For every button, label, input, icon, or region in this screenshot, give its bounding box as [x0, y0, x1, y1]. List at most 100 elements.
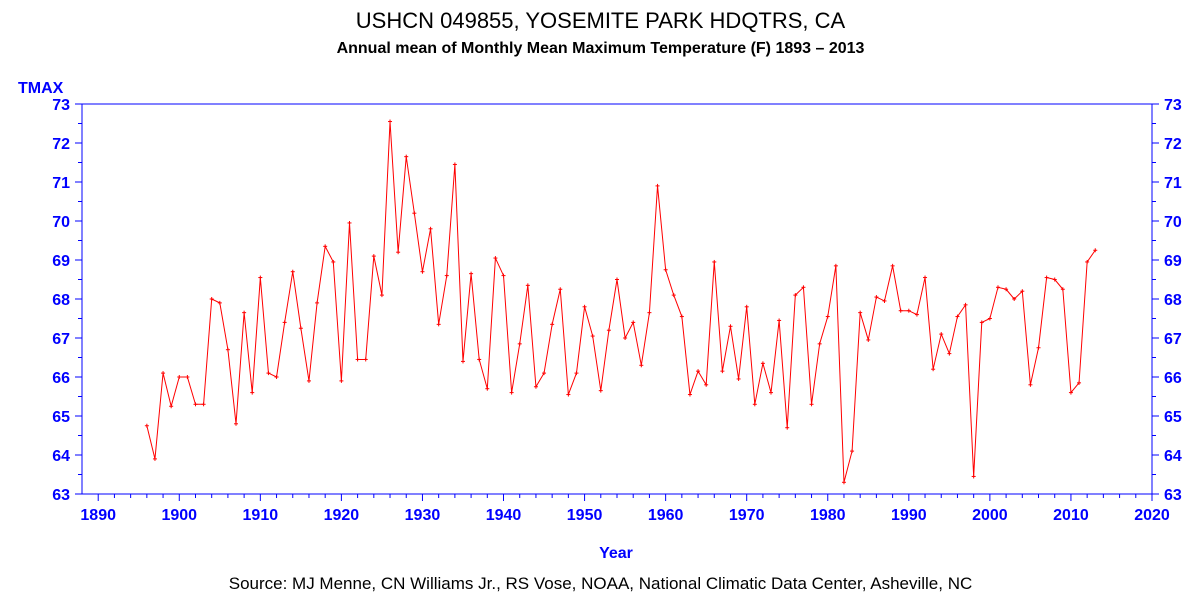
- data-point: [890, 263, 895, 268]
- data-point: [436, 322, 441, 327]
- data-point: [542, 371, 547, 376]
- y-tick-label-left: 64: [52, 448, 70, 465]
- y-tick-label-right: 70: [1164, 214, 1182, 231]
- data-point: [298, 326, 303, 331]
- data-point: [152, 456, 157, 461]
- data-point: [234, 421, 239, 426]
- data-point: [363, 357, 368, 362]
- y-axis-label: TMAX: [18, 80, 64, 97]
- y-tick-label-left: 65: [52, 409, 70, 426]
- data-point: [882, 298, 887, 303]
- data-point: [1044, 275, 1049, 280]
- data-point: [323, 244, 328, 249]
- y-tick-label-right: 72: [1164, 136, 1182, 153]
- data-point: [615, 277, 619, 282]
- data-point: [306, 378, 311, 383]
- data-point: [1012, 297, 1017, 301]
- data-point: [923, 275, 928, 280]
- x-axis: 1890 1900 1910 1920 1930 1940 1950 1960 1970 1980…: [80, 494, 1170, 524]
- data-point: [582, 304, 587, 309]
- data-point: [485, 386, 490, 391]
- data-point: [769, 390, 774, 395]
- data-point: [501, 273, 506, 278]
- data-point: [217, 300, 222, 305]
- series-line: [146, 121, 1096, 483]
- y-tick-label-left: 72: [52, 136, 70, 153]
- data-point: [1077, 380, 1082, 385]
- y-tick-label-left: 66: [52, 370, 70, 387]
- data-point: [469, 271, 474, 276]
- y-axis-left: 63 64 65 66 67 68 69 70 71 72 73: [52, 97, 82, 504]
- data-point: [225, 347, 230, 352]
- data-point: [1020, 289, 1025, 294]
- y-tick-label-right: 64: [1164, 448, 1182, 465]
- data-point: [1004, 287, 1009, 292]
- data-point: [1093, 248, 1098, 253]
- data-point: [671, 293, 676, 298]
- x-tick-label: 1920: [324, 507, 360, 524]
- data-point: [663, 267, 668, 272]
- data-point: [866, 337, 871, 342]
- y-tick-label-left: 73: [52, 97, 70, 114]
- data-point: [169, 404, 174, 409]
- data-point: [858, 310, 863, 315]
- data-point: [712, 259, 717, 264]
- data-point: [906, 308, 911, 313]
- data-point: [785, 425, 790, 430]
- data-point: [282, 320, 287, 325]
- y-tick-label-right: 65: [1164, 409, 1182, 426]
- data-point: [947, 351, 952, 356]
- data-point: [939, 332, 944, 337]
- data-point: [728, 324, 733, 329]
- y-tick-label-left: 68: [52, 292, 70, 309]
- data-point: [550, 322, 555, 327]
- y-tick-label-right: 71: [1164, 175, 1182, 192]
- data-point: [744, 304, 749, 309]
- data-point: [801, 285, 806, 290]
- data-point: [517, 341, 522, 346]
- data-point: [1060, 287, 1065, 292]
- x-axis-label: Year: [599, 545, 633, 562]
- y-tick-label-right: 73: [1164, 97, 1182, 114]
- data-point: [995, 285, 1000, 290]
- data-point: [290, 269, 295, 274]
- data-point: [704, 382, 709, 387]
- data-point: [850, 449, 855, 454]
- x-tick-label: 1960: [648, 507, 684, 524]
- x-tick-label: 1910: [243, 507, 279, 524]
- data-point: [177, 375, 182, 379]
- x-tick-label: 1900: [161, 507, 197, 524]
- data-point: [606, 328, 611, 333]
- data-point: [898, 308, 903, 313]
- x-tick-label: 1980: [810, 507, 846, 524]
- data-point: [412, 211, 417, 216]
- data-point: [493, 256, 498, 261]
- data-point: [809, 402, 814, 407]
- data-point: [258, 275, 263, 280]
- data-point: [590, 334, 595, 339]
- data-point: [371, 254, 376, 259]
- data-point: [631, 320, 636, 325]
- data-point: [558, 287, 563, 292]
- data-point: [736, 376, 741, 381]
- data-point: [679, 314, 684, 319]
- data-point: [1036, 345, 1041, 350]
- data-point: [379, 293, 384, 298]
- data-point: [1068, 390, 1073, 395]
- data-point: [209, 297, 214, 301]
- data-point: [696, 369, 701, 374]
- data-point: [339, 378, 344, 383]
- data-point: [420, 269, 425, 274]
- source-note: Source: MJ Menne, CN Williams Jr., RS Vo…: [228, 574, 973, 593]
- x-tick-label: 1970: [729, 507, 765, 524]
- data-point: [841, 480, 846, 485]
- data-point: [574, 371, 579, 376]
- y-tick-label-left: 71: [52, 175, 70, 192]
- data-point: [777, 318, 782, 323]
- data-point: [914, 312, 919, 317]
- data-point: [639, 363, 644, 368]
- data-point: [971, 474, 976, 479]
- data-point: [817, 341, 822, 346]
- y-axis-right: 63 64 65 66 67 68 69 70 71 72 73: [1152, 97, 1182, 504]
- y-tick-label-right: 66: [1164, 370, 1182, 387]
